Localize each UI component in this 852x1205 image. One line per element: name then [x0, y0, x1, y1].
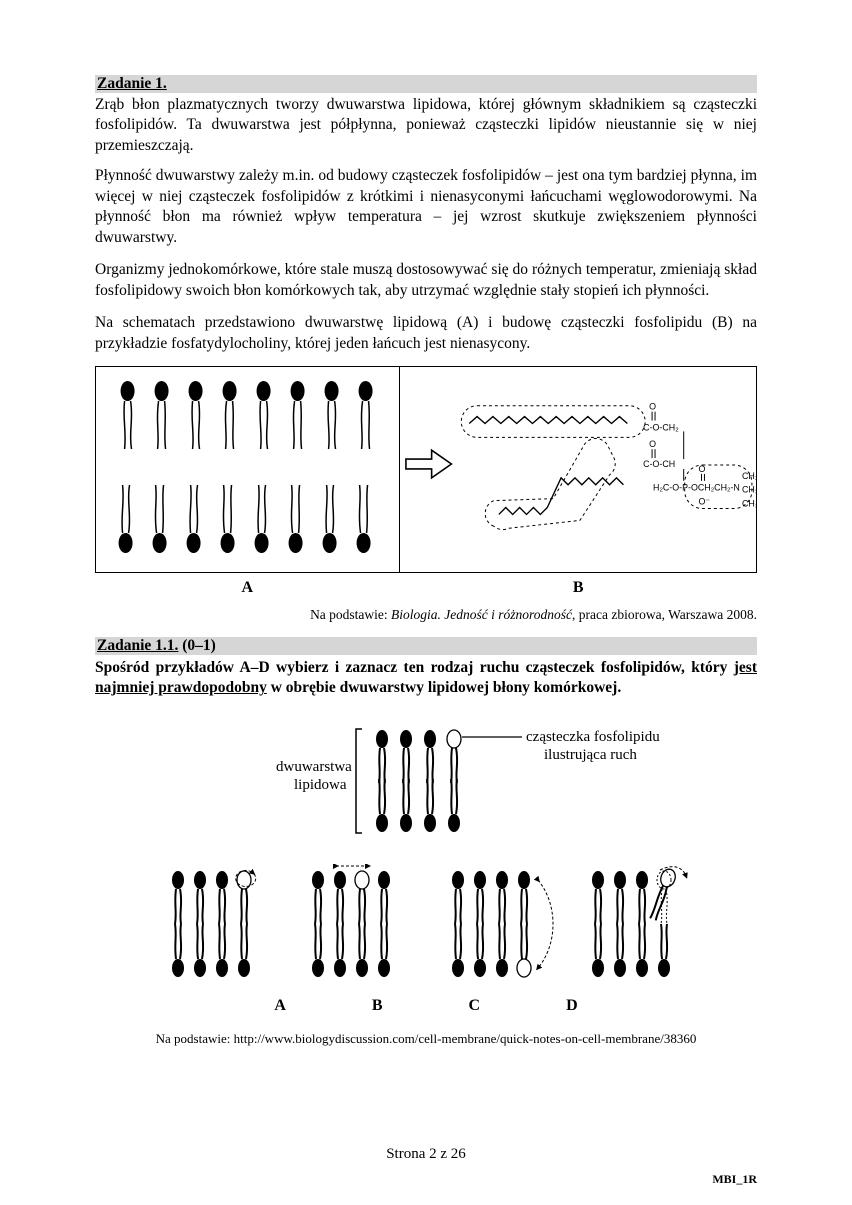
task-1-p4: Na schematach przedstawiono dwuwarstwę l…: [95, 313, 757, 354]
svg-text:C-O-CH₂: C-O-CH₂: [643, 422, 679, 432]
option-label-b: B: [372, 997, 383, 1015]
legend-right-1: cząsteczka fosfolipidu: [526, 729, 660, 745]
option-d[interactable]: [592, 867, 686, 977]
svg-text:O⁻: O⁻: [699, 497, 711, 507]
task-1-p3: Organizmy jednokomórkowe, które stale mu…: [95, 260, 757, 301]
phospholipid-molecule-svg: O C-O-CH₂ O C-O-CH O H₂C-O-P-OCH₂CH₂-N O…: [400, 367, 756, 567]
task-1-1-header-pts: (0–1): [178, 637, 215, 654]
task-1-1-header-num: Zadanie 1.1.: [97, 637, 178, 654]
legend-left-2: lipidowa: [294, 777, 347, 793]
source-suffix: , praca zbiorowa, Warszawa 2008.: [572, 607, 757, 622]
figure-1-panel-b: O C-O-CH₂ O C-O-CH O H₂C-O-P-OCH₂CH₂-N O…: [400, 367, 756, 572]
option-label-c: C: [469, 997, 481, 1015]
bilayer-diagram-svg: [96, 367, 399, 567]
figure-1-box: O C-O-CH₂ O C-O-CH O H₂C-O-P-OCH₂CH₂-N O…: [95, 366, 757, 573]
option-a[interactable]: [172, 870, 256, 977]
option-label-a: A: [274, 997, 286, 1015]
task-1-1-header: Zadanie 1.1. (0–1): [95, 637, 757, 655]
task-1-p1: Zrąb błon plazmatycznych tworzy dwuwarst…: [95, 95, 757, 156]
instr-pre: Spośród przykładów A–D wybierz i zaznacz…: [95, 659, 734, 676]
option-b[interactable]: [312, 866, 390, 977]
source-title: Biologia. Jedność i różnorodność: [391, 607, 572, 622]
legend-right-2: ilustrująca ruch: [544, 747, 637, 763]
legend-left-1: dwuwarstwa: [276, 759, 352, 775]
option-labels: A B C D: [95, 997, 757, 1015]
figure-1-label-a: A: [95, 579, 400, 597]
figure-1-labels: A B: [95, 579, 757, 597]
options-svg: [146, 864, 706, 984]
option-c[interactable]: [452, 871, 553, 977]
legend-bilayer-figure: dwuwarstwa lipidowa: [95, 721, 757, 846]
legend-bilayer-svg: dwuwarstwa lipidowa: [186, 721, 666, 841]
svg-text:O: O: [649, 402, 656, 412]
svg-text:CH₃: CH₃: [742, 485, 756, 495]
svg-text:C-O-CH: C-O-CH: [643, 459, 675, 469]
figure-1-source: Na podstawie: Biologia. Jedność i różnor…: [95, 607, 757, 623]
svg-text:O: O: [649, 439, 656, 449]
doc-code: MBI_1R: [712, 1172, 757, 1187]
page-number: Strona 2 z 26: [0, 1146, 852, 1163]
option-label-d: D: [566, 997, 578, 1015]
task-1-p2: Płynność dwuwarstwy zależy m.in. od budo…: [95, 166, 757, 248]
task-1-header: Zadanie 1.: [95, 75, 757, 93]
task-1-1-instruction: Spośród przykładów A–D wybierz i zaznacz…: [95, 658, 757, 699]
options-figure: A B C D: [95, 864, 757, 1015]
task-1-1: Zadanie 1.1. (0–1) Spośród przykładów A–…: [95, 637, 757, 1047]
svg-text:H₂C-O-P-OCH₂CH₂-N: H₂C-O-P-OCH₂CH₂-N: [653, 483, 740, 493]
figure-1-panel-a: [96, 367, 400, 572]
instr-post: w obrębie dwuwarstwy lipidowej błony kom…: [267, 679, 621, 696]
figure-1-label-b: B: [400, 579, 757, 597]
source-prefix: Na podstawie:: [310, 607, 391, 622]
figure-2-source: Na podstawie: http://www.biologydiscussi…: [95, 1031, 757, 1047]
